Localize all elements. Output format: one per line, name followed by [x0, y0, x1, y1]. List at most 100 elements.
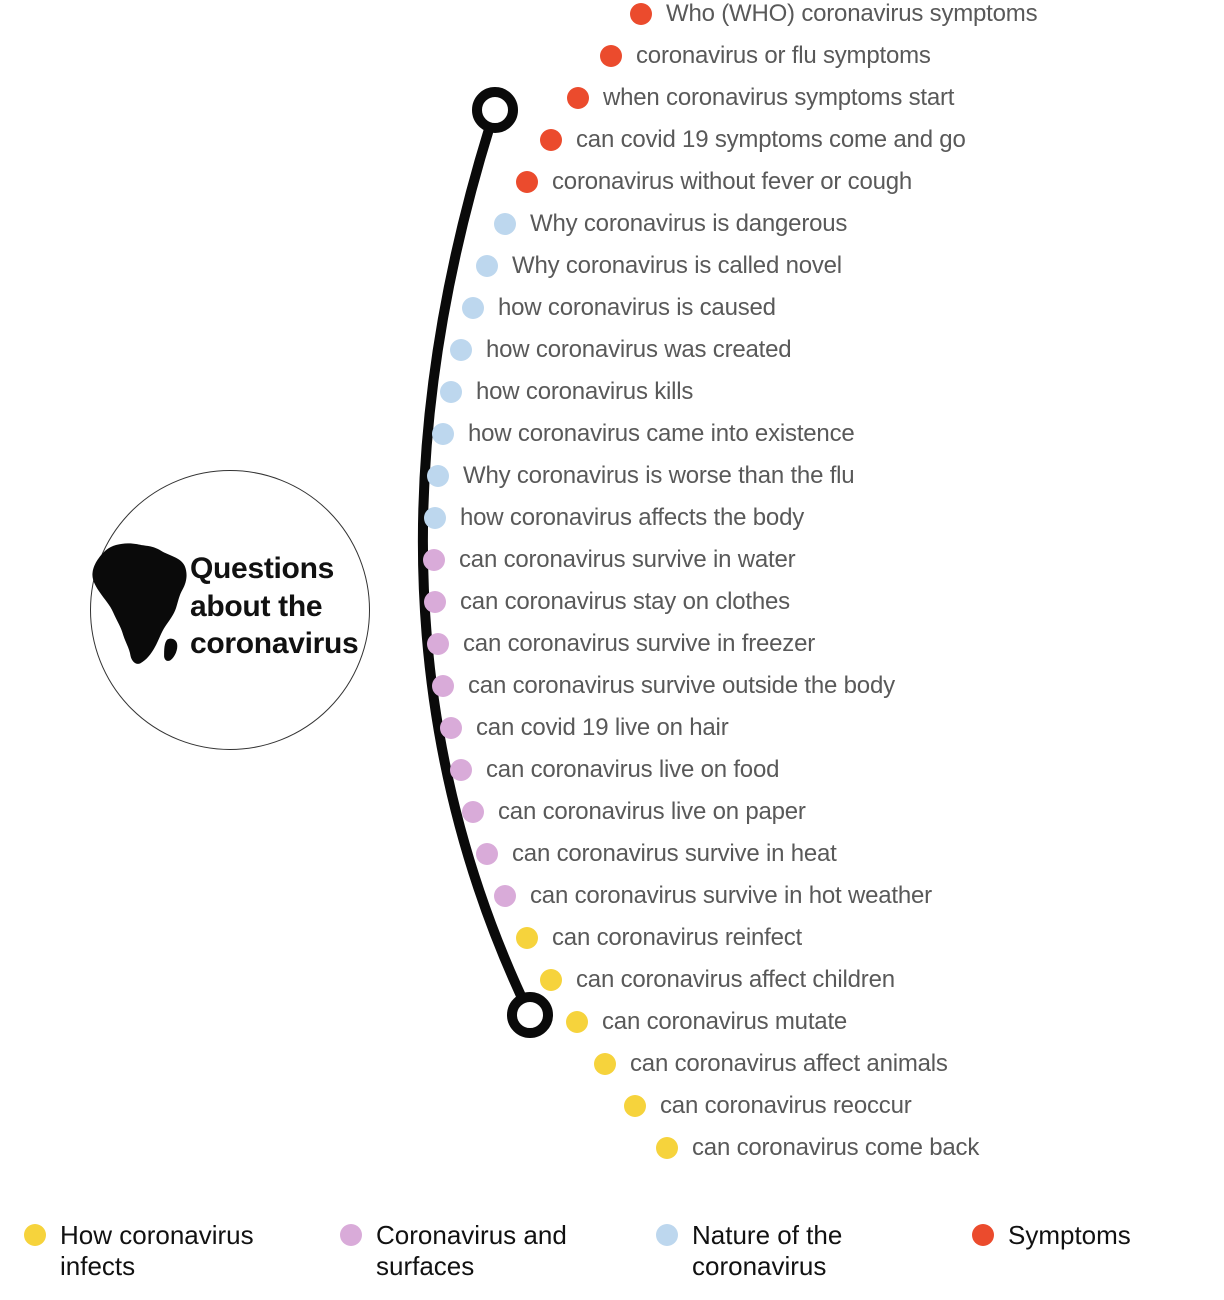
question-label: can coronavirus affect children [576, 966, 895, 994]
category-dot-nature [462, 297, 484, 319]
category-dot-symptoms [516, 171, 538, 193]
category-dot-nature [424, 507, 446, 529]
question-label: Who (WHO) coronavirus symptoms [666, 0, 1037, 28]
question-label: can coronavirus come back [692, 1134, 979, 1162]
question-label: coronavirus or flu symptoms [636, 42, 931, 70]
category-dot-symptoms [540, 129, 562, 151]
question-label: can covid 19 symptoms come and go [576, 126, 966, 154]
question-row: can coronavirus stay on clothes [424, 588, 790, 616]
question-row: can coronavirus survive in heat [476, 840, 837, 868]
category-dot-infects [566, 1011, 588, 1033]
hub-title: Questions about the coronavirus [190, 550, 390, 663]
category-dot-infects [540, 969, 562, 991]
category-dot-surfaces [440, 717, 462, 739]
question-label: can coronavirus survive in freezer [463, 630, 815, 658]
question-row: Why coronavirus is called novel [476, 252, 842, 280]
question-row: how coronavirus is caused [462, 294, 776, 322]
question-label: can coronavirus survive in hot weather [530, 882, 932, 910]
category-dot-infects [594, 1053, 616, 1075]
question-row: how coronavirus was created [450, 336, 791, 364]
category-dot-symptoms [600, 45, 622, 67]
question-row: Who (WHO) coronavirus symptoms [630, 0, 1037, 28]
legend: How coronavirus infects Coronavirus and … [24, 1220, 1200, 1282]
question-row: can coronavirus survive in freezer [427, 630, 815, 658]
question-label: can covid 19 live on hair [476, 714, 729, 742]
question-label: can coronavirus reoccur [660, 1092, 912, 1120]
category-dot-nature [476, 255, 498, 277]
category-dot-nature [450, 339, 472, 361]
question-row: can coronavirus mutate [566, 1008, 847, 1036]
legend-label-symptoms: Symptoms [1008, 1220, 1131, 1251]
question-row: Why coronavirus is dangerous [494, 210, 847, 238]
question-row: can coronavirus survive in hot weather [494, 882, 932, 910]
question-row: can coronavirus reoccur [624, 1092, 912, 1120]
question-label: can coronavirus survive outside the body [468, 672, 895, 700]
legend-label-nature: Nature of the coronavirus [692, 1220, 912, 1282]
question-label: how coronavirus is caused [498, 294, 776, 322]
question-label: when coronavirus symptoms start [603, 84, 954, 112]
question-row: how coronavirus affects the body [424, 504, 804, 532]
question-row: Why coronavirus is worse than the flu [427, 462, 854, 490]
question-label: how coronavirus was created [486, 336, 791, 364]
question-row: can coronavirus live on food [450, 756, 779, 784]
category-dot-nature [432, 423, 454, 445]
category-dot-infects [516, 927, 538, 949]
question-row: can coronavirus live on paper [462, 798, 806, 826]
category-dot-surfaces [423, 549, 445, 571]
question-row: can coronavirus reinfect [516, 924, 802, 952]
question-label: can coronavirus survive in water [459, 546, 795, 574]
category-dot-surfaces [494, 885, 516, 907]
question-label: Why coronavirus is worse than the flu [463, 462, 854, 490]
question-label: can coronavirus mutate [602, 1008, 847, 1036]
question-row: how coronavirus kills [440, 378, 693, 406]
question-label: Why coronavirus is dangerous [530, 210, 847, 238]
category-dot-surfaces [450, 759, 472, 781]
legend-dot-infects [24, 1224, 46, 1246]
legend-item-symptoms: Symptoms [972, 1220, 1131, 1251]
legend-item-nature: Nature of the coronavirus [656, 1220, 912, 1282]
question-row: coronavirus or flu symptoms [600, 42, 931, 70]
legend-label-infects: How coronavirus infects [60, 1220, 280, 1282]
question-row: can coronavirus affect children [540, 966, 895, 994]
africa-icon [82, 542, 192, 672]
question-label: coronavirus without fever or cough [552, 168, 912, 196]
category-dot-nature [427, 465, 449, 487]
category-dot-infects [624, 1095, 646, 1117]
question-label: how coronavirus kills [476, 378, 693, 406]
category-dot-nature [494, 213, 516, 235]
category-dot-nature [440, 381, 462, 403]
category-dot-surfaces [427, 633, 449, 655]
category-dot-surfaces [462, 801, 484, 823]
legend-dot-symptoms [972, 1224, 994, 1246]
category-dot-surfaces [476, 843, 498, 865]
question-row: can covid 19 symptoms come and go [540, 126, 966, 154]
question-label: Why coronavirus is called novel [512, 252, 842, 280]
arc-endpoint-bottom [512, 997, 548, 1033]
question-label: can coronavirus reinfect [552, 924, 802, 952]
legend-item-surfaces: Coronavirus and surfaces [340, 1220, 596, 1282]
category-dot-surfaces [424, 591, 446, 613]
category-dot-infects [656, 1137, 678, 1159]
question-label: can coronavirus affect animals [630, 1050, 948, 1078]
question-label: can coronavirus survive in heat [512, 840, 837, 868]
hub: Questions about the coronavirus [90, 470, 370, 750]
category-dot-symptoms [630, 3, 652, 25]
question-row: coronavirus without fever or cough [516, 168, 912, 196]
question-row: can coronavirus survive in water [423, 546, 795, 574]
question-label: can coronavirus stay on clothes [460, 588, 790, 616]
arc-endpoint-top [477, 92, 513, 128]
legend-label-surfaces: Coronavirus and surfaces [376, 1220, 596, 1282]
question-row: can covid 19 live on hair [440, 714, 729, 742]
question-row: can coronavirus survive outside the body [432, 672, 895, 700]
category-dot-surfaces [432, 675, 454, 697]
question-label: how coronavirus came into existence [468, 420, 855, 448]
question-row: when coronavirus symptoms start [567, 84, 954, 112]
infographic-canvas: Questions about the coronavirus Who (WHO… [0, 0, 1224, 1300]
legend-dot-nature [656, 1224, 678, 1246]
question-label: can coronavirus live on food [486, 756, 779, 784]
question-row: how coronavirus came into existence [432, 420, 855, 448]
question-label: can coronavirus live on paper [498, 798, 806, 826]
category-dot-symptoms [567, 87, 589, 109]
legend-dot-surfaces [340, 1224, 362, 1246]
question-row: can coronavirus affect animals [594, 1050, 948, 1078]
